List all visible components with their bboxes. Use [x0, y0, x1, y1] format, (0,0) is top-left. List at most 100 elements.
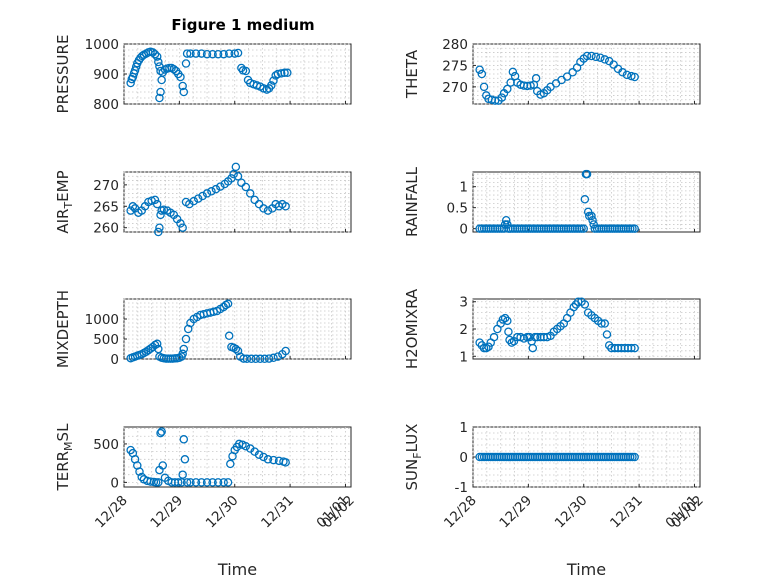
data-point — [178, 223, 187, 232]
data-point — [263, 206, 273, 215]
y-tick-label: 0 — [110, 475, 119, 491]
data-point — [202, 49, 212, 59]
data-point — [503, 84, 512, 94]
data-point — [475, 65, 484, 74]
data-point — [148, 48, 158, 57]
series-points — [475, 51, 639, 105]
data-point — [568, 68, 577, 77]
x-tick-label: 12/29 — [496, 493, 535, 532]
data-point — [283, 68, 292, 78]
data-point — [247, 354, 256, 364]
grid-lines — [472, 299, 700, 359]
y-axis-label: SUNFLUX — [403, 424, 424, 491]
data-point — [562, 72, 572, 81]
data-point — [197, 49, 206, 58]
data-point — [181, 59, 191, 68]
data-point — [241, 441, 251, 451]
x-tick-label: 12/31 — [607, 493, 646, 532]
y-tick-label: 3 — [459, 295, 468, 311]
data-point — [479, 82, 489, 92]
data-point — [273, 352, 283, 361]
data-point — [504, 327, 513, 336]
data-point — [501, 216, 511, 225]
data-point — [189, 196, 199, 206]
data-point — [233, 48, 243, 58]
data-point — [155, 93, 164, 103]
data-point — [178, 81, 187, 91]
data-point — [508, 67, 518, 77]
data-point — [230, 49, 239, 58]
data-point — [233, 346, 243, 356]
data-point — [281, 346, 290, 356]
x-axis-label: Time — [217, 560, 257, 579]
data-point — [152, 199, 162, 209]
data-point — [208, 478, 217, 487]
y-tick-label: 1 — [459, 349, 468, 365]
data-point — [179, 435, 189, 444]
data-point — [150, 49, 160, 59]
data-point — [271, 71, 280, 80]
data-point — [602, 330, 612, 339]
data-point — [223, 299, 233, 309]
data-point — [609, 60, 618, 69]
data-point — [178, 470, 187, 479]
data-point — [500, 313, 510, 323]
x-tick-label: 12/28 — [92, 493, 131, 532]
data-point — [627, 343, 636, 353]
data-point — [254, 450, 264, 459]
series-points — [126, 299, 290, 364]
y-tick-label: 275 — [442, 58, 468, 74]
data-point — [497, 93, 507, 102]
data-point — [155, 223, 164, 232]
y-tick-label: 0 — [459, 450, 468, 466]
figure-title: Figure 1 medium — [171, 16, 314, 34]
data-point — [490, 96, 500, 105]
data-point — [241, 182, 251, 192]
data-point — [588, 216, 597, 225]
data-point — [179, 87, 189, 97]
data-point — [531, 74, 541, 83]
data-point — [186, 478, 195, 487]
series-points — [475, 452, 639, 462]
grid-lines — [123, 171, 351, 233]
x-tick-label: 12/29 — [147, 493, 186, 532]
y-axis-label: THETA — [403, 49, 421, 99]
data-point — [154, 227, 163, 237]
x-tick-label: 12/31 — [258, 493, 297, 532]
data-point — [126, 206, 135, 215]
y-axis-label: MIXDEPTH — [54, 290, 72, 368]
data-point — [213, 49, 223, 59]
y-tick-label: 0 — [110, 352, 119, 368]
y-tick-label: 1 — [459, 420, 468, 436]
data-point — [233, 172, 243, 181]
data-point — [182, 478, 192, 487]
data-point — [489, 332, 499, 342]
data-point — [197, 478, 206, 487]
data-point — [211, 184, 221, 194]
data-point — [213, 478, 223, 487]
data-point — [582, 51, 592, 61]
data-point — [579, 224, 588, 233]
data-point — [627, 71, 636, 81]
y-tick-label: 800 — [93, 97, 119, 113]
data-point — [245, 189, 255, 198]
data-point — [597, 319, 606, 328]
data-point — [587, 51, 596, 61]
subplot-2: 270 275 280 THETA — [403, 37, 701, 105]
y-axis-label: H2OMIXRA — [403, 288, 421, 369]
y-tick-label: 1000 — [85, 37, 119, 53]
data-point — [622, 70, 632, 80]
y-tick-label: 2 — [459, 322, 468, 338]
data-point — [176, 72, 185, 82]
data-point — [224, 49, 234, 58]
y-axis-label: RAINFALL — [403, 166, 421, 237]
data-point — [179, 344, 189, 354]
data-point — [591, 52, 601, 62]
data-point — [263, 455, 273, 464]
y-tick-label: -1 — [455, 480, 468, 496]
x-axis-label: Time — [566, 560, 606, 579]
data-point — [259, 452, 268, 462]
y-tick-label: 270 — [442, 80, 468, 96]
y-tick-label: 1 — [459, 180, 468, 196]
